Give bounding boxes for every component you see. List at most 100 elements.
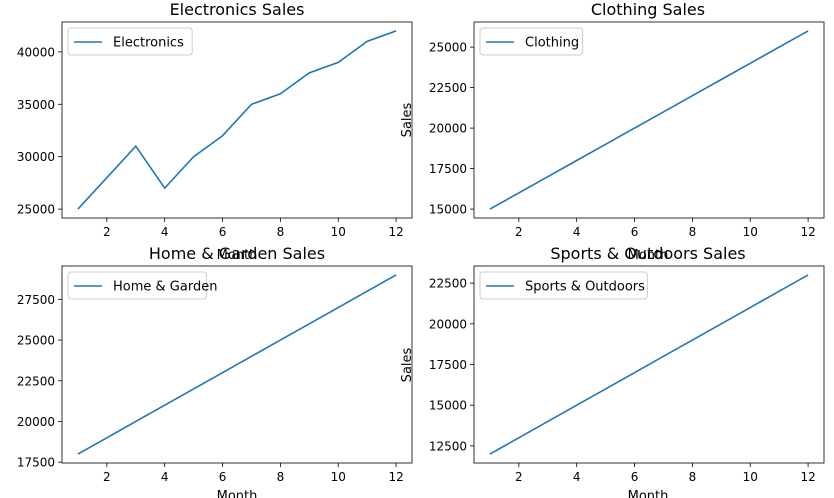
y-tick-label: 40000 [17,45,55,59]
x-tick-label: 6 [631,470,639,484]
legend: Clothing [479,27,584,56]
data-point [308,71,311,74]
x-tick-label: 10 [743,225,758,239]
data-point [517,191,520,194]
y-tick-label: 30000 [17,150,55,164]
data-point [105,436,108,439]
chart-title: Electronics Sales [170,0,305,19]
data-point [633,371,636,374]
data-point [221,134,224,137]
legend-entry: Home & Garden [113,280,217,295]
y-tick-label: 12500 [429,439,467,453]
plot-frame [61,21,413,219]
data-point [105,176,108,179]
data-point [221,371,224,374]
x-tick-label: 12 [388,470,403,484]
x-tick-label: 8 [277,470,285,484]
data-point [163,404,166,407]
data-point [366,40,369,43]
data-point [720,322,723,325]
y-tick-label: 20000 [17,415,55,429]
data-point [192,155,195,158]
data-point [337,306,340,309]
data-point [546,175,549,178]
chart-title: Home & Garden Sales [149,244,325,263]
legend-entry: Clothing [525,36,579,51]
y-tick-label: 15000 [429,203,467,217]
x-tick-label: 4 [573,470,581,484]
series-line [77,274,397,455]
x-tick-label: 6 [219,470,227,484]
x-tick-label: 8 [689,225,697,239]
x-tick-label: 12 [388,225,403,239]
data-point [749,306,752,309]
legend-entry: Sports & Outdoors [525,280,645,295]
clothing-sales-chart: Clothing Sales Month Sales 2 4 6 8 10 12 15000… [400,0,825,263]
data-point [662,110,665,113]
data-point [279,338,282,341]
y-tick-label: 17500 [17,456,55,470]
y-tick-label: 15000 [429,399,467,413]
data-point [250,103,253,106]
y-tick-label: 25000 [17,203,55,217]
data-point [691,338,694,341]
y-tick-label: 25000 [17,334,55,348]
y-tick-label: 20000 [429,317,467,331]
legend-box [479,271,648,300]
data-point [546,420,549,423]
data-point [662,355,665,358]
data-point [778,290,781,293]
data-point [749,62,752,65]
data-point [691,94,694,97]
electronics-sales-chart: Electronics Sales Month 2 4 6 8 10 12 25000 300… [17,0,413,263]
series-line [77,30,397,210]
legend: Home & Garden [67,271,217,300]
data-point [488,207,491,210]
x-tick-label: 2 [103,470,111,484]
y-tick-label: 27500 [17,293,55,307]
data-point [394,29,397,32]
data-point [250,355,253,358]
x-tick-label: 8 [689,470,697,484]
x-tick-label: 8 [277,225,285,239]
x-tick-label: 10 [331,225,346,239]
data-point [337,61,340,64]
data-point [192,387,195,390]
x-tick-label: 10 [331,470,346,484]
x-axis-label: Month [628,248,669,263]
plot-frame [61,265,413,464]
x-tick-label: 2 [103,225,111,239]
x-axis-label: Month [217,248,258,263]
legend-box [479,27,584,56]
chart-title: Sports & Outdoors Sales [550,244,745,263]
data-point [366,290,369,293]
chart-title: Clothing Sales [591,0,705,19]
data-point [604,387,607,390]
data-point [633,126,636,129]
data-point [134,145,137,148]
legend-box [67,27,193,56]
x-tick-label: 10 [743,470,758,484]
x-tick-label: 4 [161,470,169,484]
data-point [279,92,282,95]
legend: Sports & Outdoors [479,271,648,300]
data-point [604,143,607,146]
legend-entry: Electronics [113,36,184,51]
x-tick-label: 2 [515,225,523,239]
data-point [76,452,79,455]
y-tick-label: 17500 [429,162,467,176]
data-point [575,159,578,162]
data-point [517,436,520,439]
x-tick-label: 4 [161,225,169,239]
data-point [394,273,397,276]
data-point [76,207,79,210]
data-point [488,452,491,455]
x-tick-label: 2 [515,470,523,484]
x-tick-label: 6 [631,225,639,239]
legend-box [67,271,208,300]
x-axis-label: Month [628,489,669,498]
x-tick-label: 6 [219,225,227,239]
home-garden-sales-chart: Home & Garden Sales Month 2 4 6 8 10 12 17500 2… [17,244,413,498]
y-tick-label: 35000 [17,98,55,112]
